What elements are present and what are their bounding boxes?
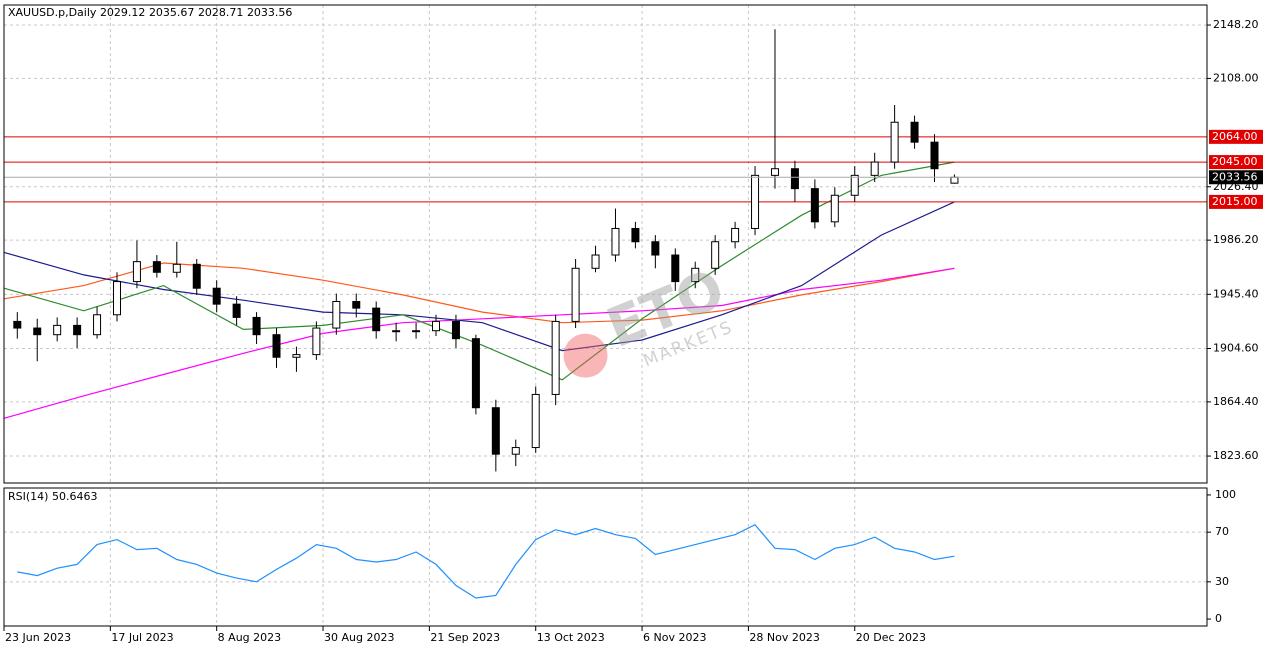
x-tick-label: 8 Aug 2023 [218, 631, 281, 644]
x-tick-label: 20 Dec 2023 [856, 631, 926, 644]
symbol: XAUUSD.p,Daily [8, 6, 97, 19]
candle-body [112, 281, 121, 316]
candle-body [810, 188, 819, 223]
candle-body [751, 174, 760, 229]
candle-body [571, 267, 580, 322]
candle-body [890, 121, 899, 163]
moving-average [3, 262, 955, 324]
y-tick-label: 1864.40 [1213, 395, 1259, 408]
candle-body [910, 121, 919, 143]
level-label: 2045.00 [1212, 155, 1258, 168]
y-tick-label: 1945.40 [1213, 287, 1259, 300]
current-price-label: 2033.56 [1212, 170, 1258, 183]
candle-body [930, 141, 939, 170]
candle-body [711, 241, 720, 269]
candle-body [252, 316, 261, 336]
candle-body [830, 194, 839, 223]
candle-body [691, 267, 700, 283]
candle-body [152, 261, 161, 273]
rsi-panel [3, 487, 1208, 627]
candle-body [432, 320, 441, 332]
y-tick-label: 0 [1215, 612, 1222, 625]
moving-average [3, 201, 955, 352]
level-label: 2064.00 [1212, 130, 1258, 143]
rsi-line [17, 523, 955, 599]
level-label: 2015.00 [1212, 195, 1258, 208]
candle-body [392, 330, 401, 333]
y-tick-label: 30 [1215, 575, 1229, 588]
candle-body [471, 338, 480, 409]
candle-body [511, 447, 520, 455]
candle-body [850, 174, 859, 196]
candle-body [950, 176, 959, 184]
moving-average [3, 267, 955, 419]
candle-body [192, 263, 201, 289]
candle-body [33, 327, 42, 336]
x-tick-label: 23 Jun 2023 [5, 631, 71, 644]
candle-body [312, 327, 321, 356]
candle-body [292, 354, 301, 358]
candle-body [870, 161, 879, 176]
candle-body [212, 287, 221, 305]
current-price-box [1209, 170, 1263, 185]
candle-body [372, 307, 381, 332]
candle-body [451, 320, 460, 340]
x-tick-label: 17 Jul 2023 [111, 631, 173, 644]
candle-body [790, 168, 799, 190]
candle-body [93, 314, 102, 336]
x-tick-label: 6 Nov 2023 [643, 631, 706, 644]
candle-body [531, 393, 540, 449]
y-tick-label: 1904.60 [1213, 341, 1259, 354]
candle-body [671, 254, 680, 283]
level-label-box [1209, 155, 1263, 170]
candle-body [53, 324, 62, 336]
x-tick-label: 13 Oct 2023 [537, 631, 605, 644]
open-value: 2029.12 [100, 6, 146, 19]
candle-body [412, 330, 421, 333]
low-value: 2028.71 [198, 6, 244, 19]
candle-body [591, 254, 600, 269]
candle-body [13, 320, 22, 329]
y-tick-label: 2026.40 [1213, 180, 1259, 193]
high-value: 2035.67 [149, 6, 195, 19]
level-label-box [1209, 129, 1263, 144]
rsi-value: 50.6463 [52, 490, 98, 503]
y-tick-label: 1986.20 [1213, 233, 1259, 246]
y-tick-label: 100 [1215, 488, 1236, 501]
watermark-logo [563, 333, 608, 378]
level-label-box [1209, 194, 1263, 209]
x-tick-label: 28 Nov 2023 [749, 631, 819, 644]
candle-body [770, 168, 779, 176]
candle-body [631, 227, 640, 243]
rsi-label: RSI(14) [8, 490, 48, 503]
candle-body [332, 300, 341, 329]
candle-body [551, 320, 560, 395]
y-tick-label: 70 [1215, 525, 1229, 538]
x-tick-label: 30 Aug 2023 [324, 631, 394, 644]
candle-body [352, 300, 361, 309]
candle-body [272, 334, 281, 358]
candle-body [232, 303, 241, 318]
candle-body [73, 324, 82, 336]
candle-body [172, 263, 181, 273]
moving-average [3, 161, 955, 381]
rsi-header: RSI(14) 50.6463 [8, 490, 97, 503]
close-value: 2033.56 [247, 6, 293, 19]
x-tick-label: 21 Sep 2023 [430, 631, 500, 644]
y-tick-label: 1823.60 [1213, 449, 1259, 462]
y-tick-label: 2108.00 [1213, 71, 1259, 84]
header: XAUUSD.p,Daily 2029.12 2035.67 2028.71 2… [8, 6, 292, 19]
candle-body [731, 227, 740, 243]
candle-body [132, 261, 141, 283]
candle-body [651, 241, 660, 256]
y-tick-label: 2148.20 [1213, 18, 1259, 31]
candle-body [611, 227, 620, 256]
main-panel [3, 4, 1208, 484]
candle-body [491, 407, 500, 455]
